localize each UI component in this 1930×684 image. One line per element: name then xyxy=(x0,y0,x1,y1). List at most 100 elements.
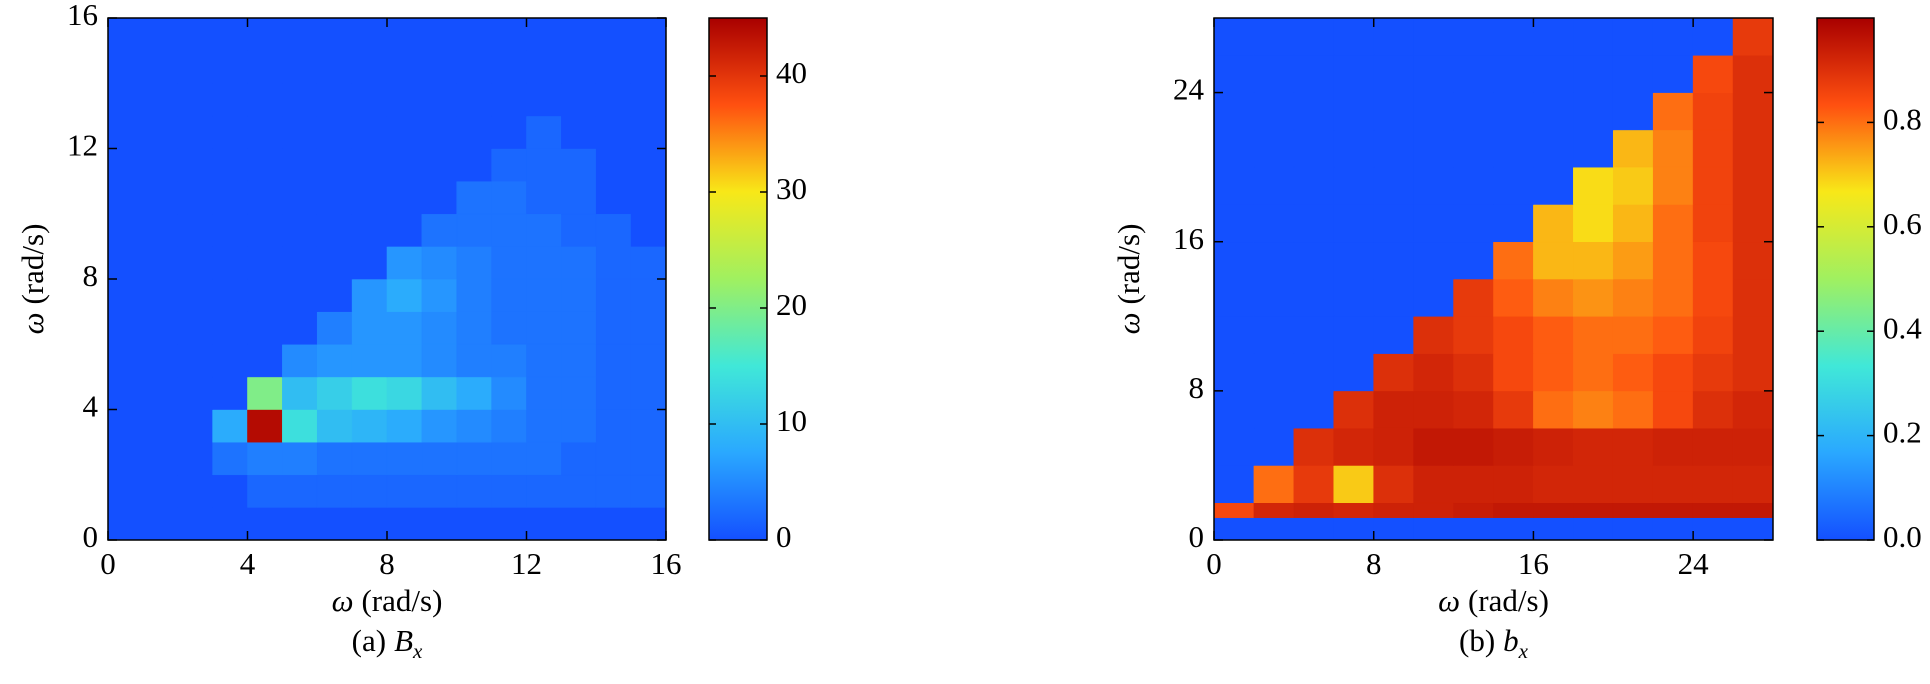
heat-cell xyxy=(351,311,388,345)
heat-cell xyxy=(1732,278,1774,317)
heat-cell xyxy=(1692,390,1734,429)
heat-cell xyxy=(247,148,283,182)
heat-cell xyxy=(1333,315,1375,354)
heat-cell xyxy=(177,213,213,247)
heat-cell xyxy=(561,376,597,410)
x-tick-label: 16 xyxy=(1518,546,1549,581)
heat-cell xyxy=(1453,92,1494,131)
heat-cell xyxy=(1413,517,1454,541)
heat-cell xyxy=(456,17,492,51)
colorbar-tick-label: 0.2 xyxy=(1883,415,1922,450)
heat-cell xyxy=(595,474,632,508)
heat-cell xyxy=(421,148,458,182)
heat-cell xyxy=(1533,390,1574,429)
heat-cell xyxy=(1293,204,1335,243)
heat-cell xyxy=(1533,315,1574,354)
heat-cell xyxy=(1533,502,1574,518)
heat-cell xyxy=(1573,204,1614,243)
y-label-unit: (rad/s) xyxy=(1111,224,1146,305)
heat-cell xyxy=(212,82,248,117)
heat-cell xyxy=(1253,278,1295,317)
heat-cell xyxy=(107,507,144,541)
heat-cell xyxy=(561,180,597,215)
heat-cell xyxy=(491,246,527,280)
heat-cell xyxy=(1413,241,1454,280)
heat-cell xyxy=(1732,17,1774,56)
heat-cell xyxy=(1453,465,1494,504)
heat-cell xyxy=(316,343,353,378)
heat-cell xyxy=(491,278,527,312)
heat-cell xyxy=(212,474,248,508)
heat-cell xyxy=(282,507,318,541)
heat-cell xyxy=(1652,92,1694,131)
heat-cell xyxy=(1573,390,1614,429)
heat-cell xyxy=(1453,17,1494,56)
heat-cell xyxy=(1533,204,1574,243)
heat-cell xyxy=(595,507,632,541)
heat-cell xyxy=(282,148,318,182)
heat-cell xyxy=(630,180,667,215)
heat-cell xyxy=(282,246,318,280)
heat-cell xyxy=(142,376,179,410)
heat-cell xyxy=(1413,315,1454,354)
caption-prefix: (a) xyxy=(352,623,386,658)
heat-cell xyxy=(491,50,527,84)
heat-cell xyxy=(456,82,492,117)
heat-cell xyxy=(316,409,353,443)
heat-cell xyxy=(351,50,388,84)
heat-cell xyxy=(1253,166,1295,205)
heat-cell xyxy=(1573,353,1614,392)
heat-cell xyxy=(1253,427,1295,466)
colorbar-tick-label: 0.0 xyxy=(1883,519,1922,554)
heat-cell xyxy=(1373,502,1414,518)
heat-cell xyxy=(1453,427,1494,466)
heat-cell xyxy=(1493,502,1534,518)
heat-cell xyxy=(386,343,423,378)
heat-cell xyxy=(107,180,144,215)
heat-cell xyxy=(142,213,179,247)
heat-cell xyxy=(561,409,597,443)
heat-cell xyxy=(282,474,318,508)
heat-cell xyxy=(107,474,144,508)
heat-cell xyxy=(1533,427,1574,466)
heat-cell xyxy=(142,148,179,182)
heat-cell xyxy=(1413,54,1454,93)
heat-cell xyxy=(107,343,144,378)
heat-cell xyxy=(526,311,562,345)
heat-cell xyxy=(282,82,318,117)
caption-subscript: x xyxy=(1518,639,1529,663)
heat-cell xyxy=(456,441,492,476)
y-tick-label: 16 xyxy=(1173,221,1204,256)
heat-cell xyxy=(1253,204,1295,243)
heat-cell xyxy=(1333,465,1375,504)
heat-cell xyxy=(247,17,283,51)
heat-cell xyxy=(630,311,667,345)
heat-cell xyxy=(1293,241,1335,280)
heat-cell xyxy=(1493,353,1534,392)
heat-cell xyxy=(491,17,527,51)
heat-cell xyxy=(177,115,213,149)
heat-cell xyxy=(421,441,458,476)
heat-cell xyxy=(526,376,562,410)
heat-cell xyxy=(1373,129,1414,168)
heat-cell xyxy=(247,115,283,149)
heat-cell xyxy=(526,474,562,508)
x-label-symbol: ω xyxy=(1438,583,1460,618)
heat-cell xyxy=(142,474,179,508)
heat-cell xyxy=(386,148,423,182)
heat-cell xyxy=(212,17,248,51)
heat-cell xyxy=(1533,465,1574,504)
heat-cell xyxy=(561,246,597,280)
heat-cell xyxy=(177,50,213,84)
heat-cell xyxy=(177,343,213,378)
heat-cell xyxy=(561,148,597,182)
heat-cell xyxy=(526,441,562,476)
heat-cell xyxy=(491,311,527,345)
heat-cell xyxy=(1732,502,1774,518)
heat-cell xyxy=(282,17,318,51)
heat-cell xyxy=(212,50,248,84)
heat-cell xyxy=(386,17,423,51)
heat-cell xyxy=(107,148,144,182)
heat-cell xyxy=(351,148,388,182)
heat-cell xyxy=(1652,517,1694,541)
